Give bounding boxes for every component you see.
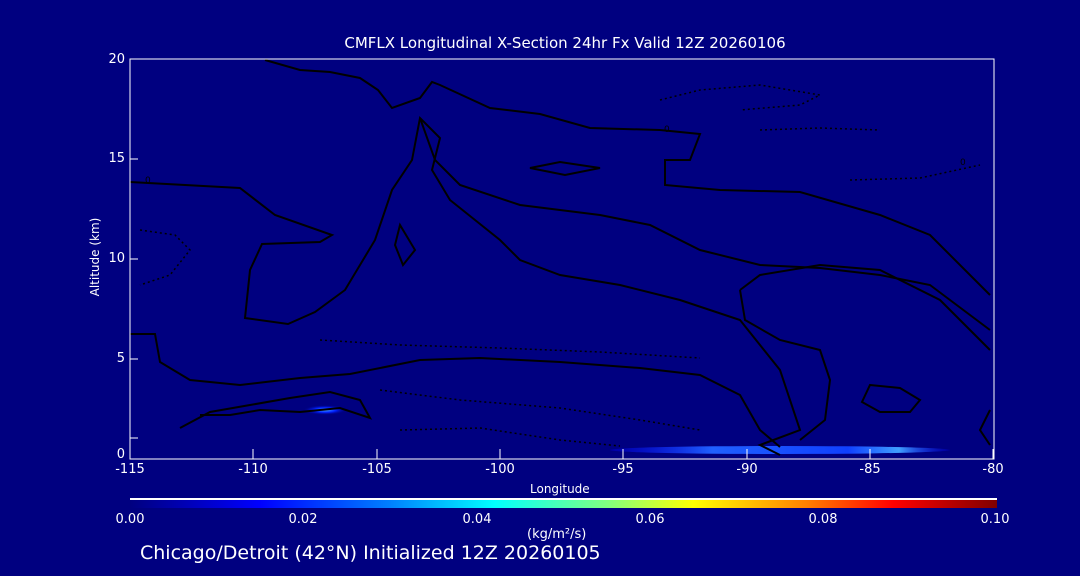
y-tick-15: 15 — [108, 151, 125, 166]
y-tick-20: 20 — [108, 52, 125, 67]
colorbar-tick: 0.02 — [288, 512, 318, 527]
colorbar-top-line — [130, 498, 997, 500]
x-tick: -80 — [982, 462, 1004, 477]
chart-title: CMFLX Longitudinal X-Section 24hr Fx Val… — [344, 34, 786, 52]
x-tick: -95 — [612, 462, 634, 477]
x-tick: -90 — [736, 462, 758, 477]
flux-band-east — [610, 446, 950, 454]
axis-ticks — [129, 158, 994, 459]
colorbar — [130, 500, 997, 508]
footer-caption: Chicago/Detroit (42°N) Initialized 12Z 2… — [140, 542, 601, 564]
x-tick: -100 — [485, 462, 515, 477]
x-tick: -110 — [238, 462, 268, 477]
colorbar-units: (kg/m²/s) — [527, 527, 587, 542]
colorbar-tick: 0.06 — [635, 512, 665, 527]
x-tick: -85 — [859, 462, 881, 477]
contour-label: 0 — [960, 158, 966, 168]
y-tick-5: 5 — [116, 351, 125, 366]
y-tick-10: 10 — [108, 251, 125, 266]
x-tick: -105 — [362, 462, 392, 477]
contour-lines — [129, 59, 991, 456]
x-tick: -115 — [115, 462, 145, 477]
contour-label: 0 — [145, 176, 151, 186]
y-axis-label: Altitude (km) — [88, 217, 102, 297]
colorbar-tick: 0.08 — [808, 512, 838, 527]
y-tick-0: 0 — [116, 447, 125, 462]
x-axis-label: Longitude — [530, 482, 590, 496]
contour-label: 0 — [664, 125, 670, 135]
colorbar-tick: 0.04 — [462, 512, 492, 527]
negative-contours — [139, 84, 981, 447]
colorbar-tick: 0.00 — [115, 512, 145, 527]
colorbar-tick: 0.10 — [980, 512, 1010, 527]
